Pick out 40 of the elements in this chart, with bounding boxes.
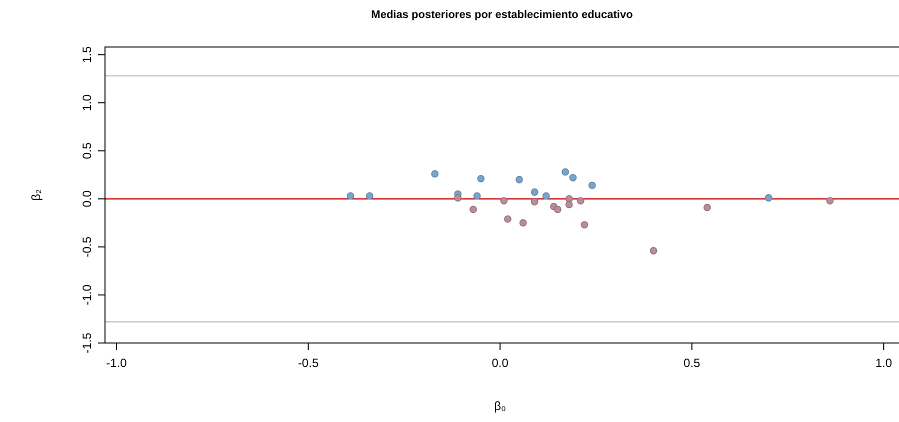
point <box>764 194 772 202</box>
y-tick-label: -0.5 <box>80 236 94 258</box>
y-tick-label: 0.5 <box>80 142 94 160</box>
point <box>650 247 658 254</box>
point <box>504 215 512 223</box>
y-tick-label: -1.5 <box>80 332 94 354</box>
point <box>477 174 485 182</box>
x-tick-label: 1.0 <box>875 356 892 370</box>
point <box>500 197 508 204</box>
y-tick-label: -1.0 <box>80 284 94 306</box>
x-tick-label: 0.0 <box>492 356 509 370</box>
point <box>530 188 538 196</box>
chart-title: Medias posteriores por establecimiento educativo <box>371 9 634 21</box>
point <box>565 200 573 208</box>
point <box>562 168 569 176</box>
point <box>431 170 439 178</box>
y-axis-title: β₂ <box>29 188 43 201</box>
point <box>346 192 354 200</box>
x-tick-label: 0.5 <box>684 356 701 370</box>
y-tick-label: 1.5 <box>80 46 94 64</box>
point <box>530 198 538 206</box>
point <box>576 197 584 204</box>
point <box>826 197 834 204</box>
point <box>470 206 477 214</box>
point <box>580 221 588 228</box>
point <box>554 206 562 214</box>
y-tick-label: 0.0 <box>80 190 94 208</box>
point <box>542 192 550 200</box>
point <box>704 204 711 212</box>
x-tick-label: -1.0 <box>106 356 128 370</box>
point <box>454 194 462 202</box>
x-tick-label: -0.5 <box>298 356 319 370</box>
y-tick-label: 1.0 <box>80 94 94 112</box>
point <box>473 192 481 200</box>
point <box>516 176 523 184</box>
point <box>569 174 577 182</box>
x-axis-title: β₀ <box>494 399 506 413</box>
point <box>519 219 527 227</box>
point <box>366 192 374 200</box>
point <box>588 182 596 190</box>
